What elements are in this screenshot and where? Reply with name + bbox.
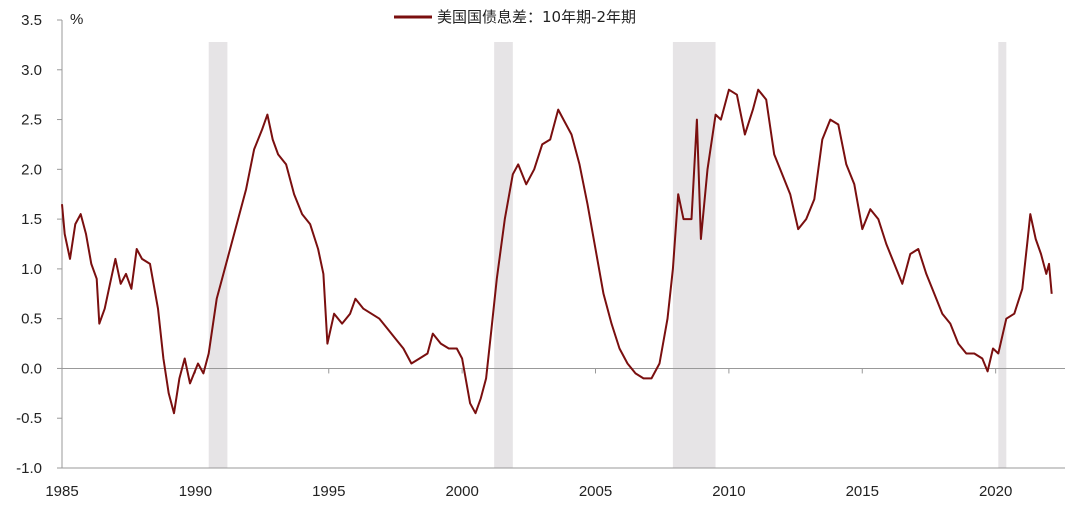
- y-tick-label: 3.0: [21, 62, 42, 79]
- y-tick-label: 2.0: [21, 161, 42, 178]
- y-axis-ticks: -1.0 -0.5 0.0 0.5 1.0 1.5 2.0 2.5 3.0 3.5: [16, 12, 62, 477]
- y-tick-label: 0.5: [21, 311, 42, 328]
- series-line: [61, 88, 1053, 415]
- y-tick-label: 3.5: [21, 12, 42, 29]
- x-tick-label: 1995: [312, 483, 345, 500]
- recession-band: [208, 42, 228, 468]
- x-tick-label: 2020: [979, 483, 1012, 500]
- x-axis-ticks: 1985 1990 1995 2000 2005 2010 2015 2020: [45, 368, 1012, 500]
- series-layer: [61, 88, 1053, 415]
- y-tick-label: 1.0: [21, 261, 42, 278]
- recession-band: [494, 42, 513, 468]
- y-tick-label: -1.0: [16, 460, 42, 477]
- y-axis-unit-label: %: [70, 11, 83, 28]
- legend-entry-label: 美国国债息差：10年期-2年期: [437, 8, 636, 26]
- x-tick-label: 2015: [846, 483, 879, 500]
- y-tick-label: 2.5: [21, 112, 42, 129]
- recession-band: [998, 42, 1007, 468]
- legend: 美国国债息差：10年期-2年期: [394, 8, 636, 26]
- y-tick-label: 1.5: [21, 211, 42, 228]
- y-tick-label: 0.0: [21, 360, 42, 377]
- y-tick-label: -0.5: [16, 410, 42, 427]
- x-tick-label: 2000: [445, 483, 478, 500]
- recession-band: [672, 42, 716, 468]
- x-tick-label: 2005: [579, 483, 612, 500]
- axes: [61, 20, 1065, 469]
- recession-shading-layer: [208, 42, 1007, 468]
- x-tick-label: 1990: [179, 483, 212, 500]
- x-tick-label: 2010: [712, 483, 745, 500]
- x-tick-label: 1985: [45, 483, 78, 500]
